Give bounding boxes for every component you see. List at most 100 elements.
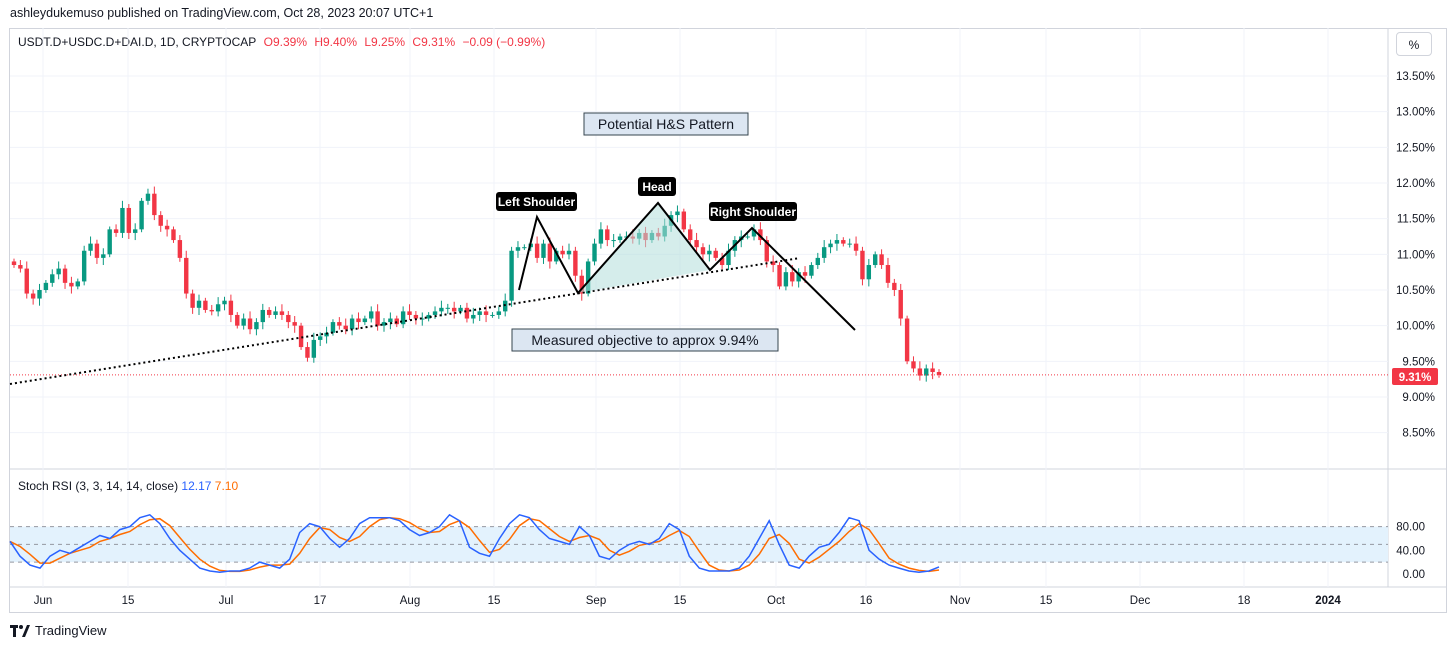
candle-body <box>490 314 495 316</box>
time-tick-label: Nov <box>950 595 971 607</box>
published-line: ashleydukemuso published on TradingView.… <box>10 6 434 20</box>
hs-pattern-line <box>518 201 856 331</box>
right-shoulder-label[interactable]: Right Shoulder <box>709 202 797 221</box>
stoch-rsi-name[interactable]: Stoch RSI (3, 3, 14, 14, close) <box>18 479 179 493</box>
stoch-lines <box>9 513 940 573</box>
title-annotation-text: Potential H&S Pattern <box>598 116 734 132</box>
candle-body <box>605 229 610 241</box>
candle-body <box>598 229 604 244</box>
candle-body <box>337 322 342 326</box>
candle-body <box>273 311 278 315</box>
left-shoulder-label[interactable]: Left Shoulder <box>496 192 577 211</box>
time-tick-label: 15 <box>674 595 687 607</box>
candle-body <box>222 300 227 305</box>
time-tick-label: 18 <box>1238 595 1251 607</box>
stoch-tick-label: 80.00 <box>1396 522 1425 534</box>
candle-body <box>834 240 840 244</box>
candle-body <box>675 211 680 216</box>
candle-body <box>362 318 368 323</box>
candle-body <box>579 275 584 294</box>
candle-body <box>375 311 380 326</box>
candle-body <box>764 240 769 262</box>
price-tick-label: 9.50% <box>1402 356 1435 368</box>
candle-body <box>356 318 361 323</box>
time-tick-label: Jun <box>34 595 53 607</box>
candle-body <box>758 229 763 241</box>
candle-body <box>420 318 425 320</box>
price-tick-label: 13.00% <box>1396 107 1435 119</box>
symbol-name[interactable]: USDT.D+USDC.D+DAI.D, 1D, CRYPTOCAP <box>18 35 257 49</box>
candle-body <box>464 307 470 319</box>
candle-body <box>719 257 725 266</box>
candle-body <box>184 257 189 294</box>
price-tick-label: 10.00% <box>1396 321 1435 333</box>
candle-body <box>509 250 514 301</box>
chart-frame <box>9 28 1447 613</box>
candle-body <box>254 322 259 330</box>
objective-annotation[interactable]: Measured objective to approx 9.94% <box>511 328 779 352</box>
candle-body <box>11 261 17 266</box>
time-tick-label: 16 <box>860 595 873 607</box>
stoch-tick-label: 40.00 <box>1396 545 1425 557</box>
candle-body <box>885 265 891 283</box>
candle-body <box>554 250 559 262</box>
candle-body <box>860 250 865 280</box>
neckline-trendline <box>9 257 801 385</box>
candle-body <box>30 293 36 299</box>
candle-body <box>815 257 820 266</box>
candle-body <box>611 240 616 242</box>
candle-body <box>777 265 782 287</box>
candle-body <box>260 309 265 323</box>
open-value: O9.39% <box>263 35 307 49</box>
candle-body <box>81 250 87 282</box>
candle-body <box>821 247 827 258</box>
candle-body <box>279 311 285 315</box>
candle-body <box>75 281 80 287</box>
candle-body <box>796 272 801 282</box>
head-label[interactable]: Head <box>638 177 676 196</box>
candle-body <box>324 332 329 337</box>
price-tick-label: 11.50% <box>1397 214 1435 226</box>
candle-body <box>924 368 929 376</box>
time-tick-label: Sep <box>586 595 606 607</box>
candle-body <box>547 243 553 262</box>
candle-body <box>400 311 406 325</box>
time-tick-label: 15 <box>122 595 135 607</box>
price-axis[interactable]: 13.50% 13.00% 12.50% 12.00% 11.50% 11.00% 10.5… <box>1396 71 1435 581</box>
symbol-legend[interactable]: USDT.D+USDC.D+DAI.D, 1D, CRYPTOCAP O9.39… <box>18 35 549 49</box>
candle-body <box>311 339 317 358</box>
candle-body <box>107 229 112 255</box>
candle-body <box>241 318 246 326</box>
candle-body <box>62 268 68 283</box>
tradingview-logo[interactable]: TradingView <box>10 623 107 638</box>
candle-body <box>873 254 878 266</box>
candle-body <box>541 243 546 258</box>
left-shoulder-text: Left Shoulder <box>498 195 576 209</box>
candle-body <box>203 300 208 310</box>
candle-body <box>215 304 221 312</box>
candle-body <box>43 282 49 290</box>
candle-body <box>866 265 872 280</box>
stoch-tick-label: 0.00 <box>1403 569 1425 581</box>
head-shading <box>578 203 710 293</box>
title-annotation[interactable]: Potential H&S Pattern <box>583 112 749 136</box>
percent-scale-button[interactable]: % <box>1396 32 1432 56</box>
time-tick-label: Dec <box>1130 595 1151 607</box>
time-tick-label: Jul <box>219 595 234 607</box>
candle-body <box>120 207 125 233</box>
tradingview-icon <box>10 624 30 637</box>
candle-body <box>458 307 463 312</box>
candle-body <box>235 314 240 326</box>
objective-text: Measured objective to approx 9.94% <box>531 332 758 348</box>
candle-body <box>164 225 170 230</box>
stoch-rsi-legend[interactable]: Stoch RSI (3, 3, 14, 14, close) 12.17 7.… <box>18 479 238 493</box>
candle-body <box>700 247 706 255</box>
candle-body <box>88 243 93 251</box>
time-axis[interactable]: Jun 15 Jul 17 Aug 15 Sep 15 Oct 16 Nov 15 Dec 18 2024 <box>34 595 1342 607</box>
price-tick-label: 12.00% <box>1396 178 1435 190</box>
candle-body <box>751 229 757 237</box>
candles <box>10 186 1388 382</box>
candle-body <box>445 307 450 309</box>
candle-body <box>145 193 151 201</box>
